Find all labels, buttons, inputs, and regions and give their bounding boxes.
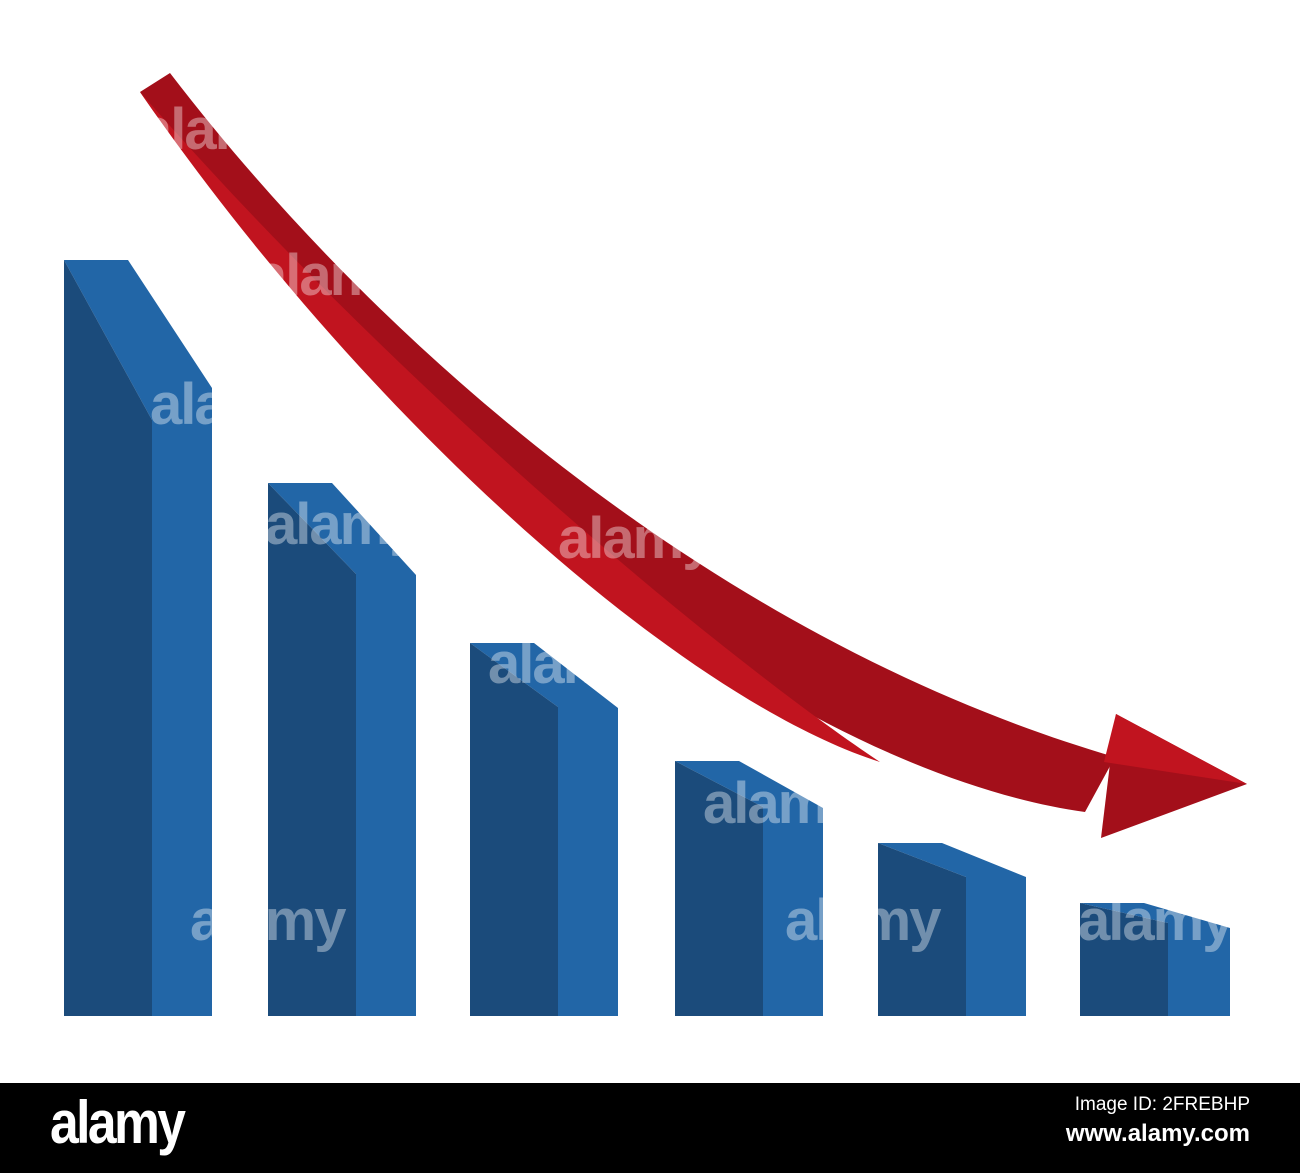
- alamy-logo: alamy: [50, 1089, 186, 1156]
- bar-5: [878, 843, 1026, 1016]
- website-text: www.alamy.com: [1065, 1120, 1250, 1147]
- bar-3-front-face: [470, 643, 558, 1016]
- bar-5-front-face: [878, 843, 966, 1016]
- watermark-text: alamy: [488, 631, 644, 696]
- image-id-text: Image ID: 2FREBHP: [1074, 1094, 1250, 1115]
- image-credit-block: Image ID: 2FREBHP www.alamy.com: [1066, 1094, 1250, 1162]
- bar-4: [675, 761, 823, 1016]
- watermark-text: alamy: [1078, 888, 1234, 953]
- bar-4-side-face: [675, 761, 823, 1016]
- bar-2: [268, 483, 416, 1016]
- watermark-text: alamy: [255, 243, 411, 308]
- bar-6: [1080, 903, 1230, 1016]
- footer-bar: alamy Image ID: 2FREBHP www.alamy.com: [0, 1083, 1300, 1173]
- bar-3-side-face: [470, 643, 618, 1016]
- bar-4-front-face: [675, 761, 763, 1016]
- watermark-text: alamy: [140, 97, 296, 162]
- bar-1: [64, 260, 212, 1016]
- bar-1-side-face: [64, 260, 212, 1016]
- arrow-head-highlight: [1104, 714, 1247, 784]
- bar-2-side-face: [268, 483, 416, 1016]
- watermark-text: alamy: [150, 372, 306, 437]
- watermark-layer: alamy alamy alamy alamy alamy alamy alam…: [140, 97, 1236, 953]
- bar-1-front-face: [64, 260, 152, 1016]
- bar-3: [470, 643, 618, 1016]
- bar-6-side-face: [1080, 903, 1230, 1016]
- watermark-text: alamy: [265, 492, 421, 557]
- trend-down-arrow: [140, 73, 1247, 838]
- bar-6-front-face: [1080, 903, 1168, 1016]
- bar-2-front-face: [268, 483, 356, 1016]
- arrow-shaft-shadow: [140, 73, 1115, 812]
- watermark-text: alamy: [190, 888, 346, 953]
- bar-chart: [64, 260, 1230, 1016]
- watermark-text: alamy: [558, 506, 714, 571]
- watermark-text: alamy: [703, 771, 859, 836]
- watermark-text: alamy: [785, 888, 941, 953]
- bar-5-side-face: [878, 843, 1026, 1016]
